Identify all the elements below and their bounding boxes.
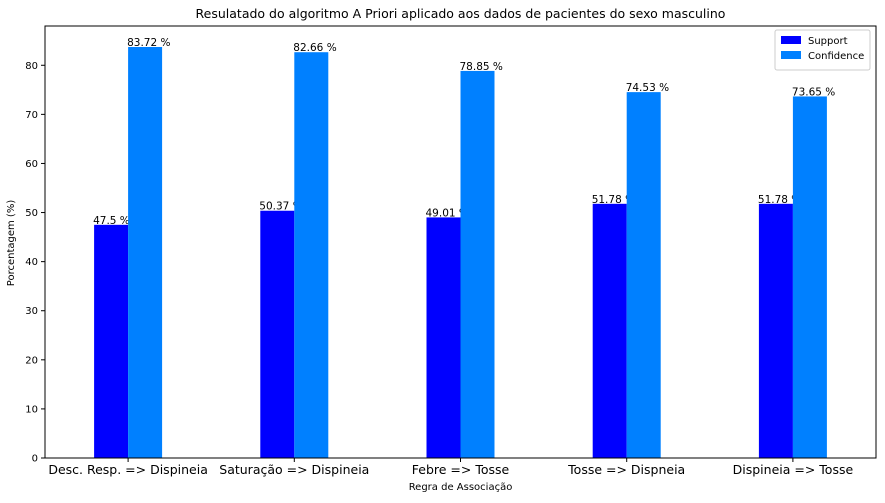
bar-confidence xyxy=(128,47,163,458)
data-label: 47.5 % xyxy=(93,215,130,227)
data-label: 51.78 % xyxy=(592,194,635,206)
x-tick-label: Tosse => Dispneia xyxy=(567,462,685,477)
data-label: 83.72 % xyxy=(127,37,170,49)
bar-support xyxy=(260,210,295,458)
plot-frame xyxy=(44,25,877,459)
bar-support xyxy=(592,203,627,458)
data-label: 51.78 % xyxy=(758,194,801,206)
data-label: 73.65 % xyxy=(792,86,835,98)
x-tick-label: Febre => Tosse xyxy=(412,462,510,477)
y-axis-label: Porcentagem (%) xyxy=(6,200,17,287)
bar-support xyxy=(758,203,793,458)
y-tick-label: 0 xyxy=(32,454,38,465)
data-label: 78.85 % xyxy=(460,61,503,73)
data-label: 50.37 % xyxy=(259,201,302,213)
data-label: 49.01 % xyxy=(426,207,469,219)
data-label: 74.53 % xyxy=(626,82,669,94)
bar-confidence xyxy=(626,92,661,458)
bar-confidence xyxy=(792,96,827,458)
bar-support xyxy=(426,217,461,458)
bar-support xyxy=(94,224,129,458)
y-tick-label: 70 xyxy=(25,110,38,121)
x-tick-label: Saturação => Dispineia xyxy=(219,462,369,477)
y-tick-label: 10 xyxy=(25,404,38,415)
y-tick-label: 60 xyxy=(25,159,38,170)
y-tick-label: 50 xyxy=(25,208,38,219)
y-tick-label: 30 xyxy=(25,306,38,317)
chart-title: Resulatado do algoritmo A Priori aplicad… xyxy=(196,6,726,21)
x-axis-label: Regra de Associação xyxy=(409,482,513,493)
y-tick-label: 40 xyxy=(25,257,38,268)
data-label: 82.66 % xyxy=(293,42,336,54)
x-tick-label: Dispineia => Tosse xyxy=(733,462,854,477)
legend-swatch-support xyxy=(781,36,801,44)
legend-label: Confidence xyxy=(808,51,864,62)
x-tick-label: Desc. Resp. => Dispineia xyxy=(48,462,208,477)
legend-swatch-confidence xyxy=(781,51,801,59)
legend: Support Confidence xyxy=(774,29,871,71)
y-tick-label: 20 xyxy=(25,355,38,366)
plot-area: 47.5 % 83.72 % Desc. Resp. => Dispineia 50.… xyxy=(25,25,877,477)
legend-label: Support xyxy=(808,36,848,47)
bar-confidence xyxy=(294,52,329,459)
bar-confidence xyxy=(460,70,495,458)
y-tick-label: 80 xyxy=(25,61,38,72)
